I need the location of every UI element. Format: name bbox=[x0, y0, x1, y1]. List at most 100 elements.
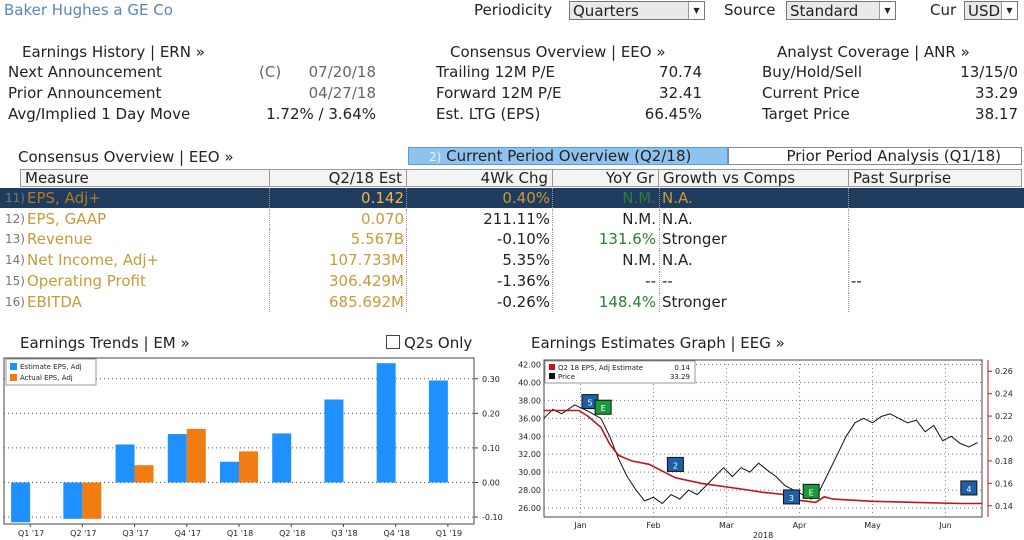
y-tick-label: 0.30 bbox=[482, 375, 500, 384]
source-value: Standard bbox=[790, 2, 859, 20]
legend-value: 33.29 bbox=[670, 373, 690, 381]
table-row[interactable]: 11) EPS, Adj+ 0.142 0.40% N.M. N.A. bbox=[0, 188, 1024, 208]
col-past-surprise[interactable]: Past Surprise bbox=[848, 169, 1022, 187]
cell-growth-vs-comps: -- bbox=[662, 271, 673, 290]
event-marker[interactable] bbox=[594, 399, 612, 415]
event-marker[interactable] bbox=[802, 483, 820, 499]
cell-estimate: 0.142 bbox=[361, 189, 404, 207]
est-ltg-label: Est. LTG (EPS) bbox=[436, 105, 541, 123]
legend-box bbox=[5, 358, 97, 386]
estimate-bar bbox=[63, 482, 83, 519]
x-tick-label: Q3 '18 bbox=[331, 529, 357, 538]
consensus-table-title[interactable]: Consensus Overview | EEO » bbox=[18, 148, 234, 166]
column-divider bbox=[406, 188, 407, 208]
current-price-value: 33.29 bbox=[975, 84, 1018, 102]
column-divider bbox=[659, 229, 660, 250]
earnings-history-title[interactable]: Earnings History | ERN » bbox=[22, 43, 205, 61]
right-axis-label: 0.16 bbox=[995, 479, 1013, 488]
earnings-trends-title[interactable]: Earnings Trends | EM » bbox=[20, 334, 190, 352]
col-measure[interactable]: Measure bbox=[20, 169, 270, 187]
y-tick-label: 0.10 bbox=[482, 444, 500, 453]
q2s-only-label: Q2s Only bbox=[404, 334, 473, 352]
est-ltg-value: 66.45% bbox=[644, 105, 702, 123]
company-name[interactable]: Baker Hughes a GE Co bbox=[4, 1, 173, 19]
legend-swatch bbox=[10, 363, 17, 370]
event-marker[interactable] bbox=[782, 489, 800, 505]
table-row[interactable]: 13) Revenue 5.567B -0.10% 131.6% Stronger bbox=[0, 229, 1024, 250]
estimate-bar bbox=[428, 380, 448, 483]
cell-yoy-gr: 131.6% bbox=[598, 230, 656, 249]
event-marker[interactable] bbox=[960, 480, 978, 496]
table-row[interactable]: 12) EPS, GAAP 0.070 211.11% N.M. N.A. bbox=[0, 208, 1024, 229]
column-divider bbox=[848, 229, 849, 250]
tab-current-period[interactable]: 2) Current Period Overview (Q2/18) bbox=[408, 147, 728, 165]
chevron-down-icon[interactable]: ▼ bbox=[688, 2, 704, 19]
left-axis-label: 30.00 bbox=[518, 468, 541, 477]
col-4wk-chg[interactable]: 4Wk Chg bbox=[406, 169, 553, 187]
source-select[interactable]: Standard ▼ bbox=[786, 1, 896, 20]
column-divider bbox=[406, 208, 407, 229]
tab-prior-period[interactable]: Prior Period Analysis (Q1/18) bbox=[728, 147, 1022, 165]
x-tick-label: Q1 '17 bbox=[18, 529, 44, 538]
cell-growth-vs-comps: Stronger bbox=[662, 230, 727, 249]
cell-growth-vs-comps: N.A. bbox=[662, 189, 693, 207]
actual-bar bbox=[82, 482, 102, 519]
row-number: 11) bbox=[5, 191, 25, 205]
row-number: 13) bbox=[5, 232, 25, 247]
column-divider bbox=[848, 250, 849, 271]
left-axis-label: 34.00 bbox=[518, 432, 541, 441]
row-number: 16) bbox=[5, 294, 25, 309]
periodicity-select[interactable]: Quarters ▼ bbox=[569, 1, 705, 20]
event-marker-label: 2 bbox=[673, 461, 678, 470]
estimate-bar bbox=[115, 444, 135, 483]
chevron-down-icon[interactable]: ▼ bbox=[879, 2, 895, 19]
event-marker[interactable] bbox=[666, 456, 684, 472]
cell-4wk-chg: -0.26% bbox=[496, 292, 550, 311]
actual-bar bbox=[186, 428, 206, 483]
consensus-overview-title[interactable]: Consensus Overview | EEO » bbox=[450, 43, 666, 61]
earnings-graph-title[interactable]: Earnings Estimates Graph | EEG » bbox=[531, 334, 785, 352]
cell-measure: EBITDA bbox=[27, 292, 82, 311]
table-row[interactable]: 16) EBITDA 685.692M -0.26% 148.4% Stronger bbox=[0, 291, 1024, 312]
cell-4wk-chg: 5.35% bbox=[502, 251, 550, 270]
col-yoy-gr[interactable]: YoY Gr bbox=[552, 169, 659, 187]
left-axis-label: 38.00 bbox=[518, 396, 541, 405]
trailing-pe-label: Trailing 12M P/E bbox=[436, 63, 555, 81]
currency-select[interactable]: USD ▼ bbox=[964, 1, 1018, 20]
cell-past-surprise bbox=[848, 292, 1022, 312]
column-divider bbox=[269, 291, 270, 312]
column-divider bbox=[552, 188, 553, 208]
column-divider bbox=[552, 291, 553, 312]
checkbox-icon[interactable] bbox=[386, 335, 400, 349]
avg-implied-move-value: 1.72% / 3.64% bbox=[266, 105, 376, 123]
right-axis-label: 0.18 bbox=[995, 457, 1013, 466]
right-axis-label: 0.22 bbox=[995, 412, 1013, 421]
table-row[interactable]: 14) Net Income, Adj+ 107.733M 5.35% N.M. N.A. bbox=[0, 250, 1024, 271]
col-estimate[interactable]: Q2/18 Est bbox=[269, 169, 407, 187]
cell-measure: Operating Profit bbox=[27, 271, 146, 290]
cell-4wk-chg: -1.36% bbox=[496, 271, 550, 290]
q2s-only-checkbox[interactable]: Q2s Only bbox=[386, 334, 472, 352]
tab-prior-period-label: Prior Period Analysis (Q1/18) bbox=[786, 147, 1001, 165]
periodicity-label: Periodicity bbox=[474, 1, 553, 19]
chevron-down-icon[interactable]: ▼ bbox=[1001, 2, 1017, 19]
forward-pe-value: 32.41 bbox=[659, 84, 702, 102]
legend-label: Estimate EPS, Adj bbox=[20, 363, 82, 371]
col-growth-vs-comps[interactable]: Growth vs Comps bbox=[658, 169, 849, 187]
cell-4wk-chg: 211.11% bbox=[483, 209, 550, 228]
column-divider bbox=[269, 229, 270, 250]
left-axis-label: 42.00 bbox=[518, 360, 541, 369]
event-marker-label: E bbox=[809, 488, 814, 497]
column-divider bbox=[659, 270, 660, 291]
table-row[interactable]: 15) Operating Profit 306.429M -1.36% -- -- -- bbox=[0, 270, 1024, 291]
row-number: 15) bbox=[5, 273, 25, 288]
event-marker-label: 4 bbox=[966, 485, 971, 494]
next-announcement-label: Next Announcement bbox=[8, 63, 162, 81]
forward-pe-label: Forward 12M P/E bbox=[436, 84, 562, 102]
cell-past-surprise: -- bbox=[851, 271, 862, 290]
analyst-coverage-title[interactable]: Analyst Coverage | ANR » bbox=[777, 43, 970, 61]
table-header: Measure Q2/18 Est 4Wk Chg YoY Gr Growth … bbox=[0, 169, 1024, 187]
column-divider bbox=[848, 208, 849, 229]
event-marker-label: 3 bbox=[789, 494, 794, 503]
column-divider bbox=[848, 291, 849, 312]
